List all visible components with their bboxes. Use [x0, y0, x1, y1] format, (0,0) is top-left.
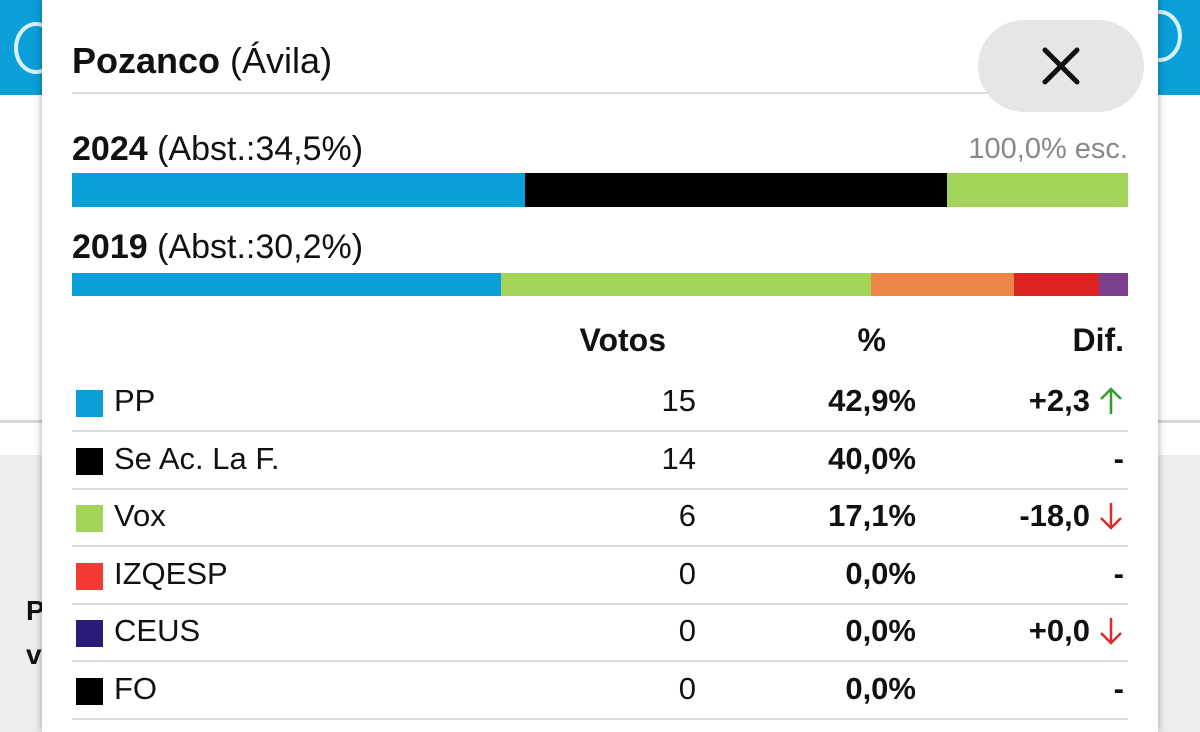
- close-icon: [1042, 47, 1080, 85]
- percent-header: %: [857, 322, 886, 358]
- previous-results-bar: [72, 273, 1128, 296]
- bar-segment: [500, 273, 872, 296]
- difference-value: +2,3: [1028, 383, 1090, 418]
- title-divider: [72, 92, 1128, 94]
- previous-abstention: (Abst.:30,2%): [157, 228, 364, 266]
- party-name: Vox: [114, 498, 166, 533]
- party-difference: -: [1114, 441, 1124, 477]
- party-percent: 0,0%: [845, 670, 916, 706]
- popup-title: Pozanco (Ávila): [72, 40, 332, 82]
- close-button[interactable]: [978, 20, 1144, 112]
- province-name: (Ávila): [230, 40, 333, 81]
- party-name: FO: [114, 670, 158, 706]
- town-name: Pozanco: [72, 40, 221, 81]
- party-percent: 17,1%: [828, 498, 916, 533]
- table-row: FO 0 0,0% -: [72, 661, 1128, 720]
- table-row: CEUS 0 0,0% +0,0: [72, 603, 1128, 662]
- current-year: 2024: [72, 130, 148, 168]
- bar-segment: [1099, 273, 1128, 296]
- party-color-swatch: [76, 447, 103, 475]
- party-votes: 15: [661, 383, 696, 418]
- current-election-label: 2024 (Abst.:34,5%): [72, 130, 363, 169]
- table-row: PP 15 42,9% +2,3: [72, 373, 1128, 432]
- current-abstention: (Abst.:34,5%): [157, 130, 364, 168]
- party-votes: 0: [678, 555, 696, 591]
- party-name: IZQESP: [114, 555, 228, 591]
- party-percent: 0,0%: [845, 555, 916, 591]
- party-votes: 6: [678, 498, 696, 533]
- results-popup: Pozanco (Ávila) 2024 (Abst.:34,5%) 100,0…: [42, 0, 1158, 732]
- party-percent: 42,9%: [828, 383, 916, 418]
- arrow-down-icon: [1100, 503, 1122, 530]
- current-results-bar: [72, 173, 1128, 207]
- previous-year: 2019: [72, 228, 148, 266]
- party-color-swatch: [76, 505, 103, 532]
- party-percent: 40,0%: [828, 440, 916, 476]
- background-card-left: P v: [0, 455, 45, 732]
- votes-header: Votos: [579, 322, 666, 358]
- party-votes: 14: [661, 440, 696, 476]
- party-difference: -: [1114, 671, 1124, 707]
- party-difference: -: [1114, 556, 1124, 592]
- party-votes: 0: [678, 670, 696, 706]
- difference-value: +0,0: [1028, 613, 1090, 648]
- party-difference: -18,0: [1019, 498, 1124, 534]
- party-color-swatch: [76, 390, 103, 417]
- party-color-swatch: [76, 677, 103, 705]
- bar-segment: [525, 173, 948, 207]
- party-difference: +0,0: [1029, 613, 1124, 649]
- party-name: PP: [114, 383, 156, 418]
- party-name: CEUS: [114, 613, 201, 648]
- escrutado-label: 100,0% esc.: [968, 133, 1128, 165]
- arrow-up-icon: [1100, 387, 1122, 414]
- party-color-swatch: [76, 620, 103, 647]
- bar-segment: [947, 173, 1128, 207]
- previous-election-label: 2019 (Abst.:30,2%): [72, 228, 363, 267]
- difference-value: -: [1113, 670, 1124, 706]
- table-row: Se Ac. La F. 14 40,0% -: [72, 431, 1128, 490]
- difference-value: -: [1113, 440, 1124, 476]
- bar-segment: [72, 273, 501, 296]
- background-text: v: [26, 639, 42, 670]
- party-difference: +2,3: [1029, 383, 1124, 419]
- difference-value: -: [1113, 555, 1124, 591]
- background-text: P: [26, 595, 45, 626]
- bar-segment: [1013, 273, 1100, 296]
- table-row: Vox 6 17,1% -18,0: [72, 488, 1128, 547]
- bar-segment: [72, 173, 526, 207]
- party-percent: 0,0%: [845, 613, 916, 648]
- party-name: Se Ac. La F.: [114, 440, 280, 476]
- difference-value: -18,0: [1019, 498, 1090, 533]
- arrow-down-icon: [1100, 618, 1122, 645]
- background-card-right: [1158, 455, 1200, 732]
- party-votes: 0: [678, 613, 696, 648]
- bar-segment: [871, 273, 1014, 296]
- table-row: IZQESP 0 0,0% -: [72, 546, 1128, 605]
- party-color-swatch: [76, 562, 103, 590]
- dif-header: Dif.: [1072, 322, 1124, 358]
